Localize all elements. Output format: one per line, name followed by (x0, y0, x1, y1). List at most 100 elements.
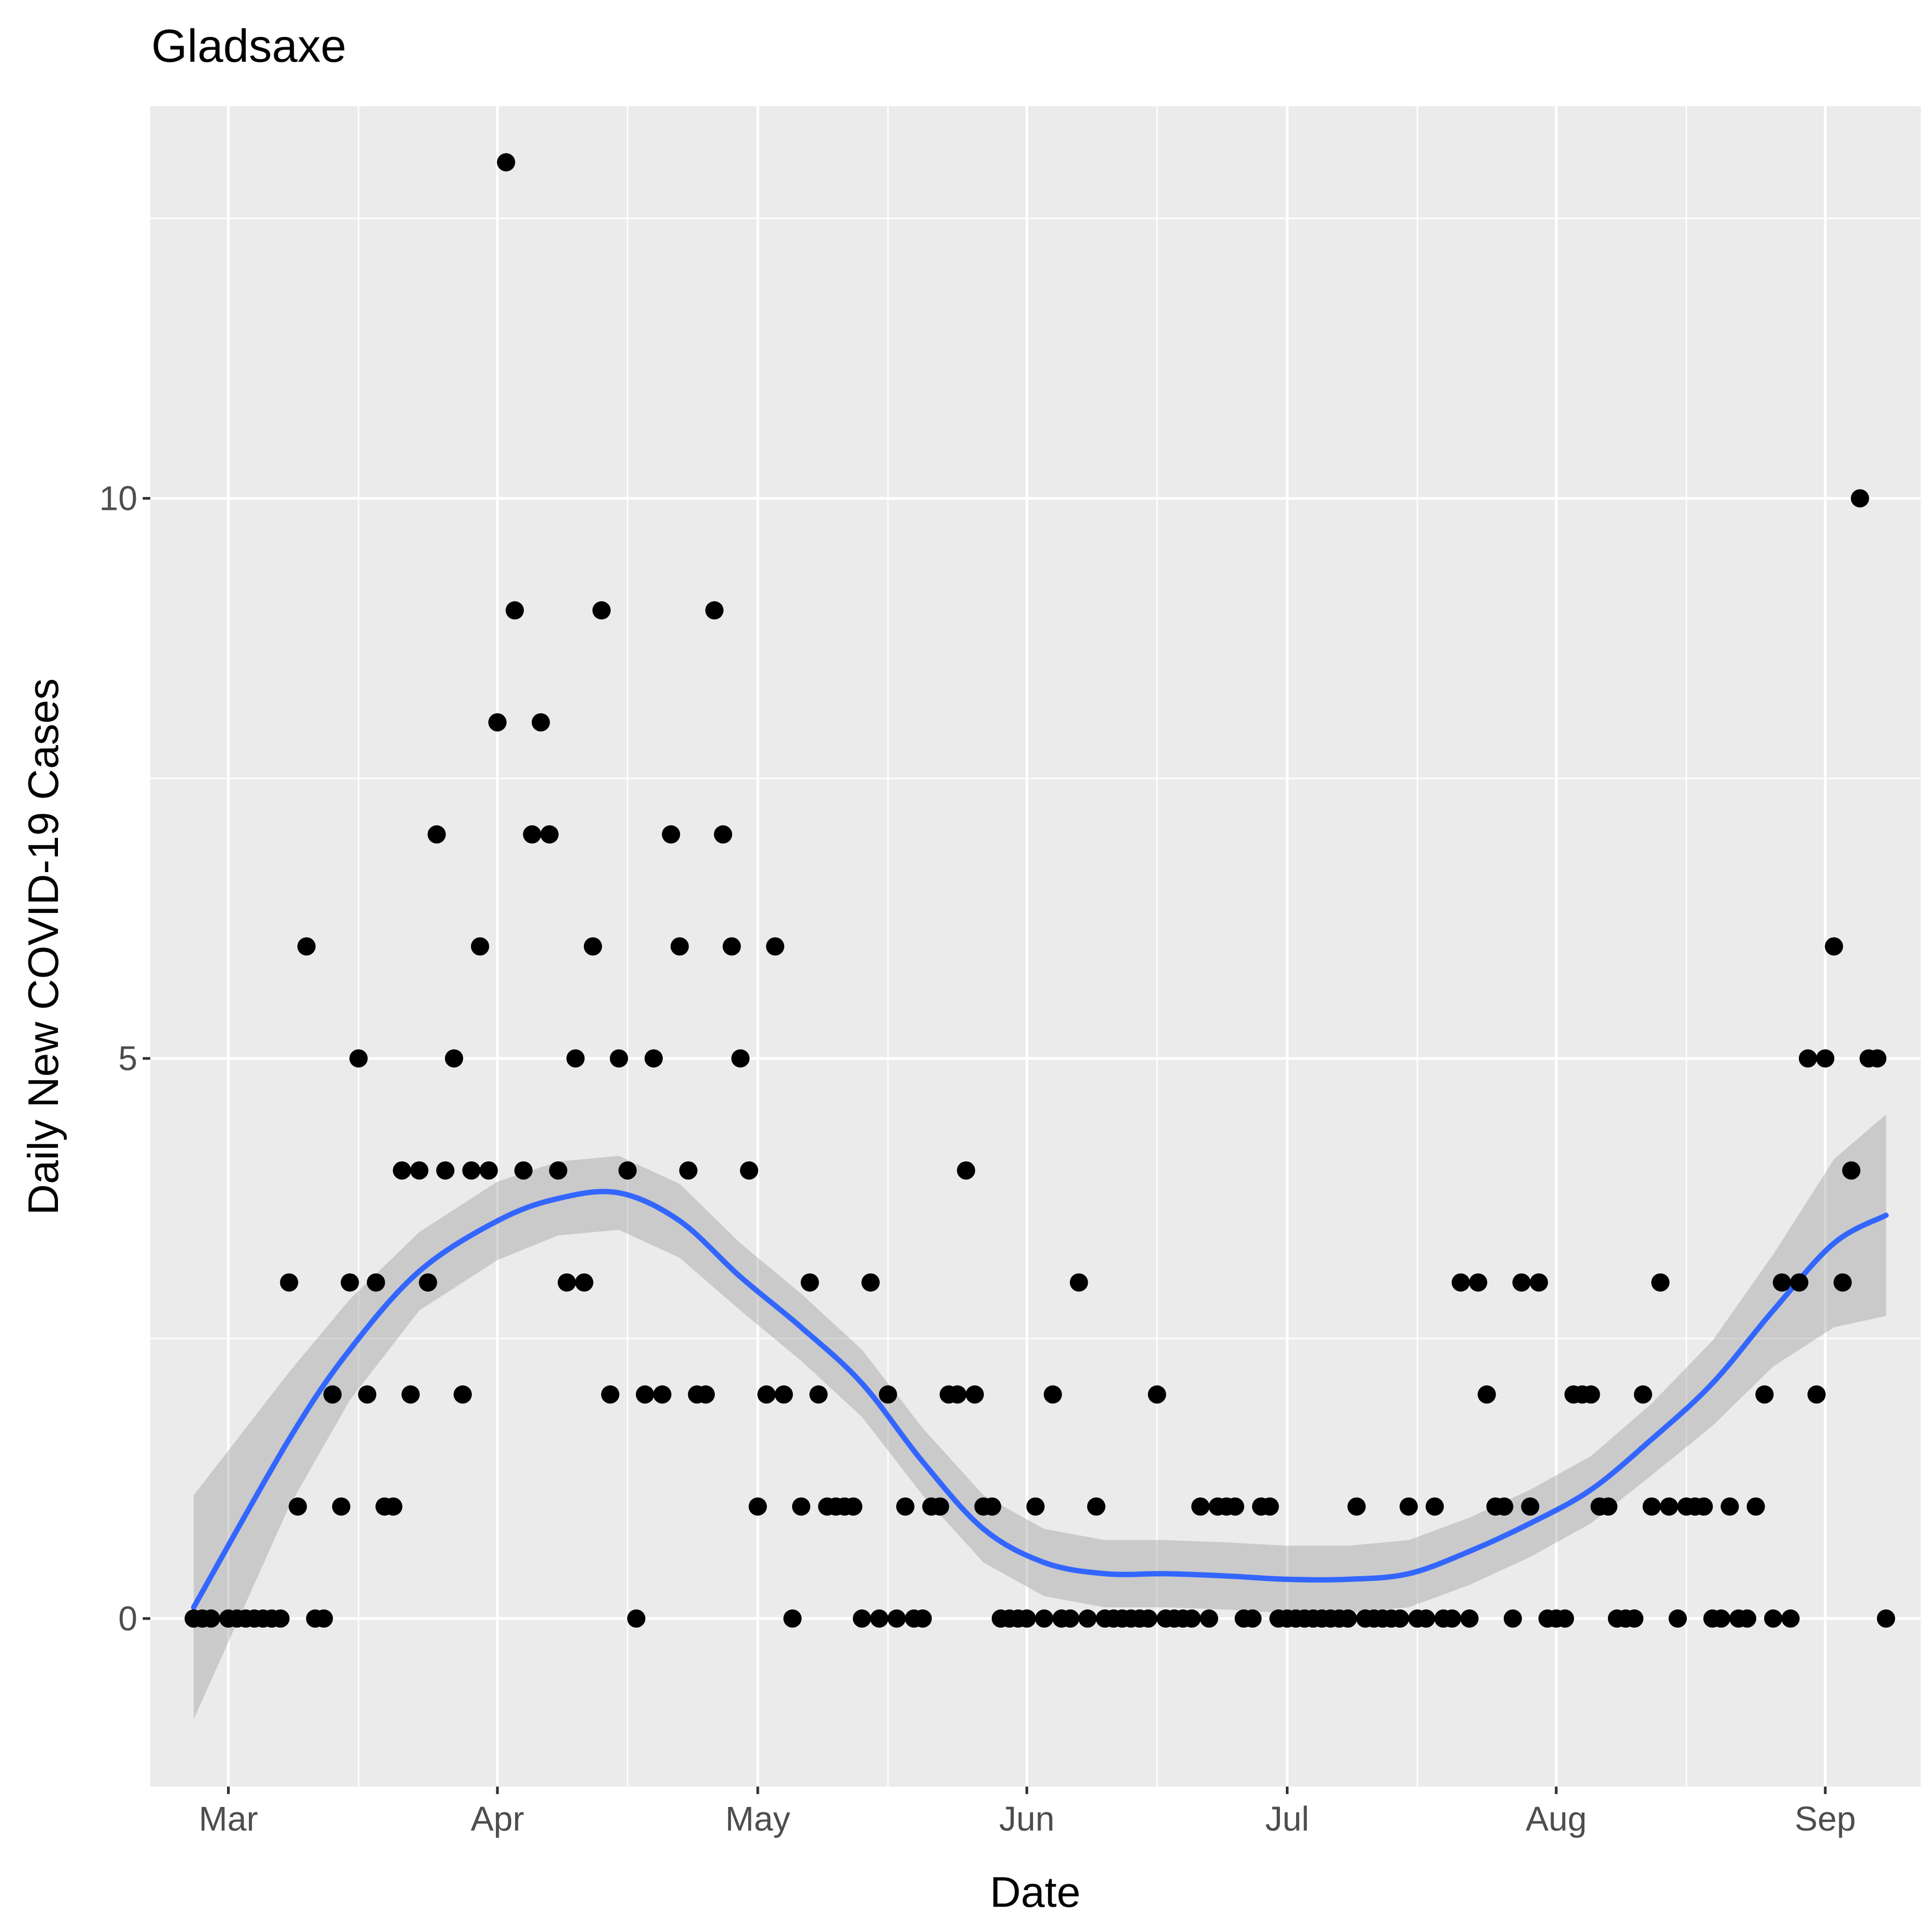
data-point (583, 937, 602, 956)
data-point (1391, 1609, 1409, 1628)
y-tick-label: 0 (118, 1599, 137, 1638)
data-point (1399, 1497, 1418, 1516)
data-point (1191, 1497, 1210, 1516)
x-tick-label: Apr (471, 1799, 524, 1838)
data-point (1877, 1609, 1896, 1628)
data-point (462, 1161, 481, 1180)
data-point (297, 937, 316, 956)
data-point (783, 1609, 802, 1628)
data-point (870, 1609, 889, 1628)
data-point (367, 1273, 385, 1292)
data-point (1512, 1273, 1531, 1292)
data-point (384, 1497, 402, 1516)
data-point (1070, 1273, 1088, 1292)
data-point (697, 1385, 715, 1404)
data-point (653, 1385, 672, 1404)
data-point (610, 1049, 628, 1068)
data-point (1816, 1049, 1835, 1068)
data-point (861, 1273, 880, 1292)
data-point (853, 1609, 872, 1628)
smooth-line (191, 1189, 1889, 1610)
data-point (913, 1609, 932, 1628)
data-point (1147, 1385, 1166, 1404)
data-point (1087, 1497, 1106, 1516)
data-point (679, 1161, 698, 1180)
data-point (1243, 1609, 1262, 1628)
data-point (506, 601, 524, 620)
data-point (436, 1161, 455, 1180)
data-point (523, 825, 541, 844)
x-axis: Mar Apr May Jun Jul Aug Sep (199, 1787, 1856, 1838)
data-point (575, 1273, 594, 1292)
data-point (332, 1497, 350, 1516)
data-point (288, 1497, 307, 1516)
data-point (1790, 1273, 1809, 1292)
y-axis-title: Daily New COVID-19 Cases (19, 678, 67, 1215)
confidence-band (193, 1114, 1886, 1719)
data-point (844, 1497, 862, 1516)
data-point (1182, 1609, 1201, 1628)
data-point (514, 1161, 533, 1180)
data-point (1043, 1385, 1062, 1404)
x-tick-label: Jul (1265, 1799, 1309, 1838)
data-point (801, 1273, 819, 1292)
data-point (1764, 1609, 1783, 1628)
data-point (731, 1049, 750, 1068)
grid-minor (150, 106, 1921, 1787)
data-point (749, 1497, 767, 1516)
data-point (887, 1609, 906, 1628)
chart-title: Gladsaxe (151, 20, 346, 72)
data-point (1738, 1609, 1757, 1628)
data-point (740, 1161, 758, 1180)
data-point (531, 713, 550, 731)
data-point (419, 1273, 437, 1292)
data-point (1634, 1385, 1652, 1404)
data-point (1625, 1609, 1644, 1628)
data-point (1668, 1609, 1687, 1628)
data-point (722, 937, 741, 956)
data-point (957, 1161, 976, 1180)
x-tick-label: Sep (1795, 1799, 1856, 1838)
data-point (1460, 1609, 1479, 1628)
x-tick-label: Aug (1526, 1799, 1587, 1838)
data-point (471, 937, 489, 956)
data-point (766, 937, 785, 956)
data-point (1417, 1609, 1436, 1628)
data-point (271, 1609, 290, 1628)
data-point (1798, 1049, 1817, 1068)
x-axis-title: Date (990, 1868, 1081, 1916)
data-point (635, 1385, 654, 1404)
data-point (358, 1385, 377, 1404)
data-point (670, 937, 689, 956)
smooth-line-layer (191, 1189, 1889, 1610)
data-point (1755, 1385, 1774, 1404)
x-tick-label: May (726, 1799, 791, 1838)
data-point (1026, 1497, 1045, 1516)
data-point (1850, 489, 1869, 508)
data-point (627, 1609, 646, 1628)
data-point (1035, 1609, 1053, 1628)
data-point (965, 1385, 984, 1404)
data-point (1451, 1273, 1470, 1292)
x-tick-label: Mar (199, 1799, 258, 1838)
data-point (1261, 1497, 1279, 1516)
data-point (1781, 1609, 1800, 1628)
data-point (1078, 1609, 1097, 1628)
data-point (549, 1161, 568, 1180)
data-point (1521, 1497, 1540, 1516)
data-point (1469, 1273, 1488, 1292)
data-point (1443, 1609, 1461, 1628)
data-point (618, 1161, 637, 1180)
data-point (705, 601, 724, 620)
data-point (1868, 1049, 1887, 1068)
data-point (1338, 1609, 1357, 1628)
data-point (601, 1385, 620, 1404)
data-point (349, 1049, 368, 1068)
data-point (948, 1385, 967, 1404)
data-point (983, 1497, 1001, 1516)
data-point (488, 713, 507, 731)
data-point (1773, 1273, 1791, 1292)
data-point (1694, 1497, 1713, 1516)
data-point (393, 1161, 411, 1180)
data-point (1226, 1497, 1245, 1516)
